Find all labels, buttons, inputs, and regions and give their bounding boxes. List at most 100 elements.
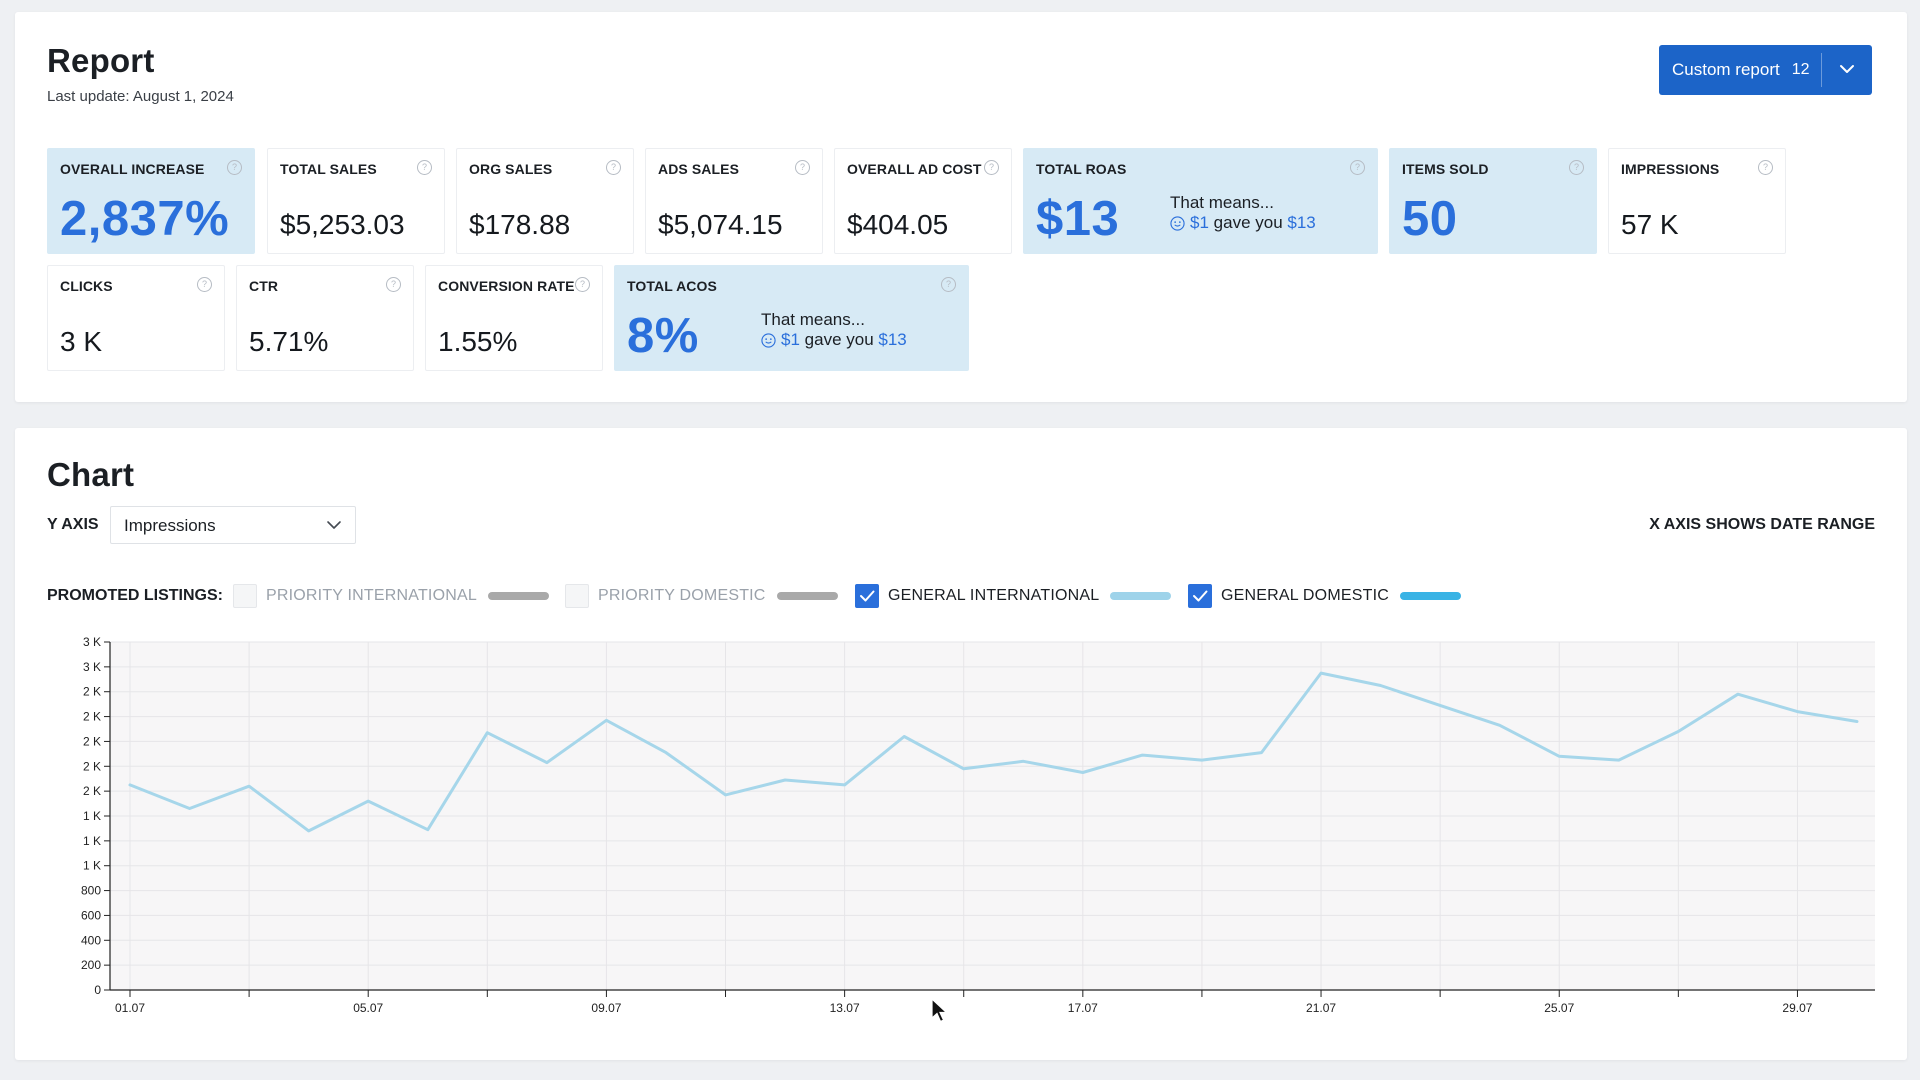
metric-clicks: CLICKS ? 3 K: [47, 265, 225, 371]
checkbox[interactable]: [233, 584, 257, 608]
metric-total-roas: TOTAL ROAS ? $13 That means... $1 gave y…: [1023, 148, 1378, 254]
help-icon[interactable]: ?: [1350, 160, 1365, 175]
smile-icon: [761, 332, 776, 348]
x-axis-note: X AXIS SHOWS DATE RANGE: [1649, 516, 1875, 533]
y-tick-label: 400: [81, 933, 101, 947]
y-tick-label: 200: [81, 958, 101, 972]
metric-ctr: CTR ? 5.71%: [236, 265, 414, 371]
metric-title: CTR: [249, 278, 279, 294]
chart-title: Chart: [47, 456, 135, 493]
y-tick-label: 2 K: [83, 784, 101, 798]
metric-total-sales: TOTAL SALES ? $5,253.03: [267, 148, 445, 254]
help-icon[interactable]: ?: [386, 277, 401, 292]
means-line: That means...: [1170, 193, 1274, 212]
chart-panel: Chart Y AXIS Impressions X AXIS SHOWS DA…: [15, 428, 1907, 1060]
y-axis-selected-value: Impressions: [124, 516, 216, 535]
help-icon[interactable]: ?: [941, 277, 956, 292]
metric-value: 50: [1402, 192, 1458, 246]
series-line: [128, 671, 1859, 833]
y-tick-label: 800: [81, 884, 101, 898]
y-tick-label: 2 K: [83, 759, 101, 773]
impressions-line-chart: 0 200 400 600 800 1 K 1 K 1 K 2 K 2 K 2 K 2 K 2 K 3 K…: [81, 635, 1875, 1015]
help-icon[interactable]: ?: [417, 160, 432, 175]
metric-value: 3 K: [60, 326, 103, 357]
metric-title: OVERALL AD COST: [847, 161, 982, 177]
metric-impressions: IMPRESSIONS ? 57 K: [1608, 148, 1786, 254]
checkbox[interactable]: [565, 584, 589, 608]
help-icon[interactable]: ?: [984, 160, 999, 175]
metric-title: TOTAL ACOS: [627, 278, 717, 294]
metric-value: $178.88: [469, 209, 571, 240]
y-tick-label: 1 K: [83, 834, 101, 848]
legend-swatch: [1399, 592, 1461, 600]
x-tick-label: 21.07: [1306, 1001, 1336, 1015]
metric-overall-ad-cost: OVERALL AD COST ? $404.05: [834, 148, 1012, 254]
y-tick-label: 600: [81, 908, 101, 922]
y-tick-label: 1 K: [83, 859, 101, 873]
help-icon[interactable]: ?: [575, 277, 590, 292]
button-divider: [1821, 53, 1822, 87]
metric-value: 5.71%: [249, 326, 329, 357]
metric-title: IMPRESSIONS: [1621, 161, 1720, 177]
help-icon[interactable]: ?: [1569, 160, 1584, 175]
roas-explanation: That means... $1 gave you $13: [1170, 193, 1316, 233]
metric-value: $5,253.03: [280, 209, 405, 240]
checkmark-icon: [860, 590, 875, 602]
means-from: $1: [1190, 213, 1209, 232]
means-mid: gave you: [804, 330, 874, 349]
legend-general-international[interactable]: GENERAL INTERNATIONAL: [855, 583, 1172, 609]
means-detail: $1 gave you $13: [1170, 213, 1316, 233]
x-tick-label: 01.07: [115, 1001, 145, 1015]
chevron-down-icon[interactable]: [1837, 59, 1857, 79]
metric-title: ITEMS SOLD: [1402, 161, 1489, 177]
y-axis-select[interactable]: Impressions: [110, 506, 356, 544]
metric-value: 8%: [627, 309, 699, 363]
metric-value: 2,837%: [60, 192, 230, 246]
legend-swatch: [1110, 592, 1172, 600]
help-icon[interactable]: ?: [227, 160, 242, 175]
y-axis-label: Y AXIS: [47, 516, 99, 533]
legend-priority-domestic[interactable]: PRIORITY DOMESTIC: [565, 583, 838, 609]
y-tick-label: 2 K: [83, 685, 101, 699]
help-icon[interactable]: ?: [795, 160, 810, 175]
metric-org-sales: ORG SALES ? $178.88: [456, 148, 634, 254]
smile-icon: [1170, 215, 1185, 231]
x-tick-label: 17.07: [1068, 1001, 1098, 1015]
help-icon[interactable]: ?: [1758, 160, 1773, 175]
metric-total-acos: TOTAL ACOS ? 8% That means... $1 gave yo…: [614, 265, 969, 371]
means-line: That means...: [761, 310, 865, 329]
means-to: $13: [878, 330, 907, 349]
checkbox[interactable]: [1188, 584, 1212, 608]
help-icon[interactable]: ?: [197, 277, 212, 292]
custom-report-label: Custom report: [1672, 60, 1780, 79]
checkmark-icon: [1193, 590, 1208, 602]
custom-report-count: 12: [1791, 61, 1810, 78]
help-icon[interactable]: ?: [606, 160, 621, 175]
metric-ads-sales: ADS SALES ? $5,074.15: [645, 148, 823, 254]
metric-title: ORG SALES: [469, 161, 553, 177]
metric-value: $5,074.15: [658, 209, 783, 240]
custom-report-button[interactable]: Custom report 12: [1659, 45, 1872, 95]
y-tick-label: 2 K: [83, 710, 101, 724]
checkbox[interactable]: [855, 584, 879, 608]
means-detail: $1 gave you $13: [761, 330, 907, 350]
legend-swatch: [487, 592, 549, 600]
x-tick-label: 29.07: [1782, 1001, 1812, 1015]
metric-overall-increase: OVERALL INCREASE ? 2,837%: [47, 148, 255, 254]
legend-priority-international[interactable]: PRIORITY INTERNATIONAL: [233, 583, 549, 609]
acos-explanation: That means... $1 gave you $13: [761, 310, 907, 350]
report-panel: Report Last update: August 1, 2024 Custo…: [15, 12, 1907, 402]
legend-label: PRIORITY INTERNATIONAL: [266, 587, 477, 604]
last-update: Last update: August 1, 2024: [47, 88, 234, 105]
y-tick-label: 2 K: [83, 734, 101, 748]
mouse-cursor-icon: [931, 998, 949, 1023]
y-tick-label: 1 K: [83, 809, 101, 823]
y-tick-label: 0: [94, 983, 101, 997]
metric-items-sold: ITEMS SOLD ? 50: [1389, 148, 1597, 254]
metric-value: 1.55%: [438, 326, 518, 357]
metric-title: OVERALL INCREASE: [60, 161, 205, 177]
metric-conversion-rate: CONVERSION RATE ? 1.55%: [425, 265, 603, 371]
means-from: $1: [781, 330, 800, 349]
legend-general-domestic[interactable]: GENERAL DOMESTIC: [1188, 583, 1461, 609]
report-title: Report: [47, 42, 155, 79]
